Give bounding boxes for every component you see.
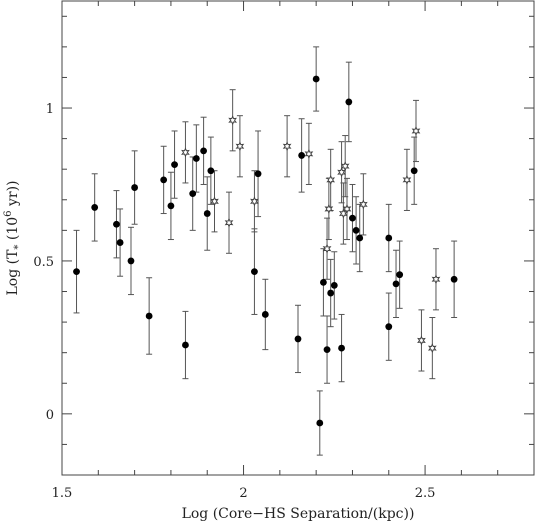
data-point: [207, 167, 215, 175]
data-point-star: [304, 148, 314, 159]
data-point-star: [181, 147, 190, 158]
data-point: [312, 75, 320, 83]
error-bars: [73, 46, 458, 456]
y-tick-label: 0.5: [33, 255, 54, 270]
data-point-star: [358, 199, 368, 210]
data-point: [396, 271, 404, 279]
data-point: [167, 202, 175, 210]
data-point: [203, 210, 211, 217]
data-point: [338, 344, 345, 352]
data-point-star: [431, 274, 441, 285]
data-point: [349, 214, 356, 222]
data-point: [352, 226, 360, 234]
data-point: [450, 275, 458, 283]
data-point: [261, 311, 269, 318]
data-point: [316, 419, 324, 427]
tick-labels: 1.5 2 2.5 0 0.5 1: [33, 102, 435, 501]
data-point: [294, 335, 302, 343]
axis-ticks: [61, 1, 535, 476]
data-point: [298, 152, 306, 159]
data-point: [254, 170, 262, 178]
data-point: [73, 268, 80, 276]
data-point-star: [342, 203, 352, 214]
y-tick-label: 1: [46, 102, 54, 117]
data-point: [160, 176, 168, 184]
data-point: [327, 289, 335, 297]
data-point-star: [210, 196, 219, 207]
data-point: [192, 155, 200, 162]
data-point-star: [324, 203, 334, 214]
data-point: [127, 257, 135, 265]
data-point-star: [250, 196, 259, 207]
data-point: [385, 323, 393, 331]
data-point-star: [402, 174, 412, 185]
data-point: [251, 268, 258, 276]
data-point: [145, 312, 153, 320]
data-point: [171, 161, 178, 169]
data-point: [131, 184, 139, 191]
data-point-star: [337, 167, 346, 178]
x-axis-label: Log (Core−HS Separation/(kpc)): [182, 506, 415, 522]
x-tick-label: 1.5: [52, 486, 73, 501]
data-point-star: [326, 174, 336, 185]
data-point-star: [427, 343, 437, 354]
x-tick-label: 2.5: [415, 486, 436, 501]
data-markers: [73, 75, 458, 427]
data-point-star: [282, 141, 292, 152]
data-point: [330, 282, 338, 289]
data-point: [385, 234, 393, 242]
y-axis-label: Log (T* (106 yr)): [3, 180, 24, 295]
data-point-star: [417, 335, 426, 346]
data-point: [182, 341, 189, 349]
plot-frame: [61, 0, 535, 476]
data-point-star: [340, 161, 350, 172]
data-point-star: [235, 141, 245, 152]
y-tick-label: 0: [46, 408, 54, 423]
data-point: [323, 346, 331, 354]
data-point: [410, 167, 418, 175]
x-tick-label: 2: [239, 486, 247, 501]
data-point: [200, 147, 208, 155]
data-point-star: [322, 243, 332, 254]
data-point-star: [224, 217, 234, 228]
data-point: [320, 278, 327, 286]
data-point: [113, 220, 120, 228]
data-point: [189, 190, 197, 198]
data-point: [392, 280, 400, 288]
data-point: [116, 239, 124, 246]
data-point-star: [411, 125, 421, 137]
data-point-star: [228, 115, 238, 126]
data-point: [345, 98, 353, 106]
data-point: [356, 234, 364, 242]
data-point: [91, 204, 99, 211]
